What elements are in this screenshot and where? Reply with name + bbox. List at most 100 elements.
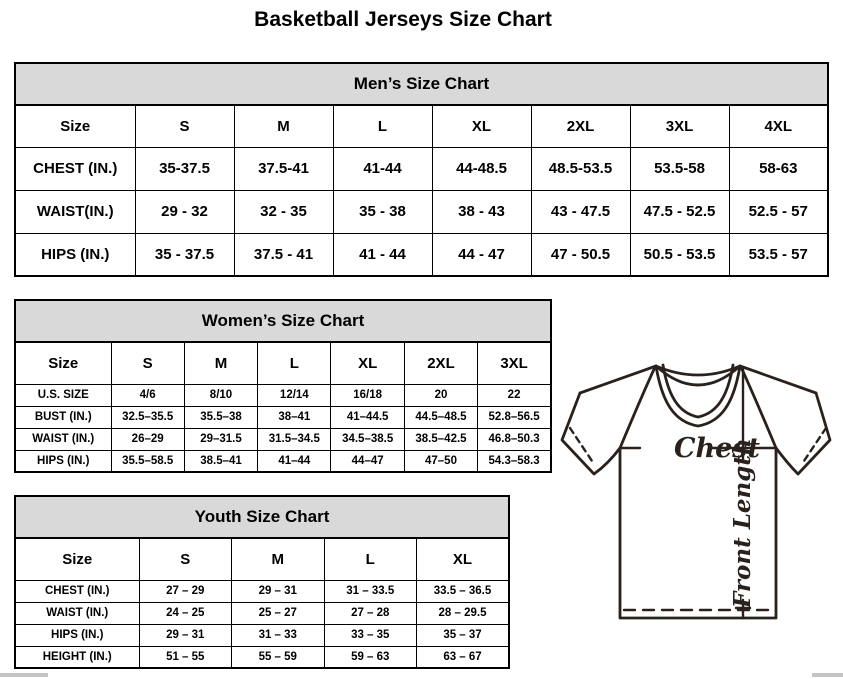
column-header: L (323, 537, 417, 581)
size-cell: 20 (403, 383, 479, 407)
left-cuff-dashed-line (568, 426, 596, 466)
size-cell: 38–41 (257, 405, 332, 429)
size-cell: 41–44 (257, 449, 332, 473)
size-cell: 12/14 (257, 383, 332, 407)
size-cell: 31 – 33.5 (323, 579, 417, 603)
column-header: XL (330, 341, 405, 385)
left-sleeve-outline (560, 391, 622, 476)
front-length-label: Front Length (729, 438, 756, 609)
size-cell: 47–50 (403, 449, 479, 473)
right-cuff-dashed-line (800, 426, 828, 466)
column-header: S (134, 104, 235, 148)
youth-size-table: Youth Size Chart Size S M L XL CHEST (IN.) 27 –… (14, 495, 510, 669)
jersey-measurement-diagram: Chest Front Length (560, 363, 832, 620)
left-shoulder-line (578, 364, 658, 395)
right-shoulder-line (738, 364, 818, 395)
size-cell: 29–31.5 (183, 427, 259, 451)
page-title: Basketball Jerseys Size Chart (254, 8, 552, 31)
size-cell: 29 – 31 (231, 579, 325, 603)
column-header: Size (14, 341, 112, 385)
column-header: M (231, 537, 325, 581)
collar-arc-outline (654, 364, 742, 377)
size-cell: 55 – 59 (231, 645, 325, 669)
size-cell: 34.5–38.5 (330, 427, 405, 451)
column-header: 3XL (477, 341, 552, 385)
size-cell: 52.5 - 57 (728, 189, 829, 234)
column-header: 2XL (530, 104, 631, 148)
size-cell: 22 (477, 383, 552, 407)
row-label: WAIST(IN.) (14, 189, 136, 234)
row-label: CHEST (IN.) (14, 146, 136, 191)
size-cell: 16/18 (330, 383, 405, 407)
size-cell: 41-44 (332, 146, 433, 191)
size-cell: 33 – 35 (323, 623, 417, 647)
table-title: Women’s Size Chart (14, 299, 552, 343)
chest-label: Chest (674, 433, 760, 464)
vneck-outline (654, 364, 742, 428)
size-cell: 29 – 31 (138, 623, 232, 647)
row-label: HEIGHT (IN.) (14, 645, 140, 669)
body-outline (618, 446, 778, 620)
column-header: 2XL (403, 341, 479, 385)
size-cell: 35 - 38 (332, 189, 433, 234)
table-title: Youth Size Chart (14, 495, 510, 539)
row-label: CHEST (IN.) (14, 579, 140, 603)
size-cell: 38 - 43 (431, 189, 532, 234)
size-cell: 53.5 - 57 (728, 232, 829, 277)
row-label: BUST (IN.) (14, 405, 112, 429)
size-cell: 32.5–35.5 (110, 405, 185, 429)
size-cell: 50.5 - 53.5 (629, 232, 730, 277)
size-cell: 38.5–41 (183, 449, 259, 473)
size-cell: 37.5 - 41 (233, 232, 334, 277)
column-header: Size (14, 537, 140, 581)
size-cell: 47 - 50.5 (530, 232, 631, 277)
womens-size-table: Women’s Size Chart Size S M L XL 2XL 3XL U.S. SI… (14, 299, 552, 473)
size-cell: 35 – 37 (416, 623, 510, 647)
size-cell: 27 – 28 (323, 601, 417, 625)
size-cell: 48.5-53.5 (530, 146, 631, 191)
table-title: Men’s Size Chart (14, 62, 829, 106)
vneck-inner-line (661, 363, 735, 419)
column-header: Size (14, 104, 136, 148)
size-cell: 25 – 27 (231, 601, 325, 625)
column-header: XL (431, 104, 532, 148)
size-cell: 41 - 44 (332, 232, 433, 277)
column-header: S (138, 537, 232, 581)
column-header: M (183, 341, 259, 385)
size-cell: 8/10 (183, 383, 259, 407)
size-cell: 58-63 (728, 146, 829, 191)
mens-size-table: Men’s Size Chart Size S M L XL 2XL 3XL 4XL CHEST … (14, 62, 829, 277)
right-sleeve-outline (774, 391, 832, 476)
column-header: L (257, 341, 332, 385)
size-cell: 44-48.5 (431, 146, 532, 191)
size-cell: 44–47 (330, 449, 405, 473)
size-cell: 35.5–58.5 (110, 449, 185, 473)
size-cell: 35.5–38 (183, 405, 259, 429)
column-header: S (110, 341, 185, 385)
size-cell: 4/6 (110, 383, 185, 407)
size-cell: 27 – 29 (138, 579, 232, 603)
size-cell: 33.5 – 36.5 (416, 579, 510, 603)
size-cell: 43 - 47.5 (530, 189, 631, 234)
size-cell: 44 - 47 (431, 232, 532, 277)
size-cell: 53.5-58 (629, 146, 730, 191)
size-cell: 52.8–56.5 (477, 405, 552, 429)
size-cell: 37.5-41 (233, 146, 334, 191)
size-cell: 41–44.5 (330, 405, 405, 429)
row-label: HIPS (IN.) (14, 623, 140, 647)
size-cell: 44.5–48.5 (403, 405, 479, 429)
size-cell: 35-37.5 (134, 146, 235, 191)
column-header: M (233, 104, 334, 148)
size-cell: 31 – 33 (231, 623, 325, 647)
size-cell: 54.3–58.3 (477, 449, 552, 473)
size-cell: 32 - 35 (233, 189, 334, 234)
size-cell: 24 – 25 (138, 601, 232, 625)
left-sleeve-seam (618, 365, 657, 450)
row-label: WAIST (IN.) (14, 427, 112, 451)
size-cell: 31.5–34.5 (257, 427, 332, 451)
size-cell: 28 – 29.5 (416, 601, 510, 625)
column-header: XL (416, 537, 510, 581)
clipped-scrollbar-fragment-right (812, 673, 843, 677)
row-label: U.S. SIZE (14, 383, 112, 407)
row-label: WAIST (IN.) (14, 601, 140, 625)
